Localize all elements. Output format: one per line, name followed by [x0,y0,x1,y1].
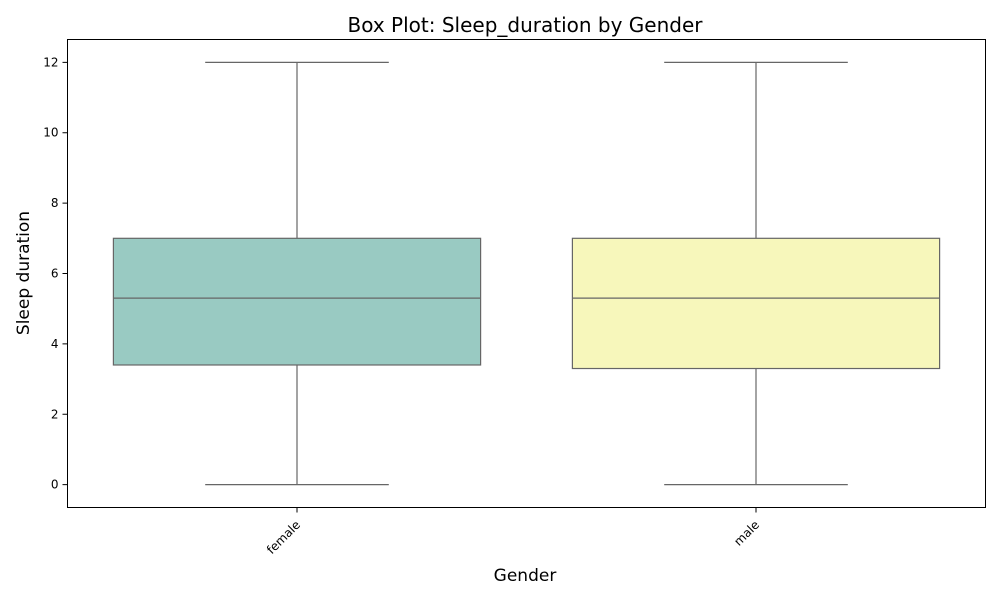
plot-area-frame [67,39,986,508]
box-series [112,61,941,486]
y-tick-label: 4 [51,337,59,351]
iqr-box [571,237,941,370]
y-tick-label: 6 [51,267,59,281]
y-tick-label: 0 [51,478,59,492]
y-tick-label: 10 [43,126,58,140]
y-tick-label: 12 [43,55,58,69]
y-axis: 0 2 4 6 8 10 12 [43,55,68,492]
x-tick-label: male [731,518,762,549]
x-axis: female male [264,507,762,557]
x-tick-label: female [264,518,303,557]
x-axis-label: Gender [494,566,557,586]
y-axis-label: Sleep duration [14,211,34,335]
chart-title: Box Plot: Sleep_duration by Gender [348,13,704,37]
y-tick-label: 8 [51,196,59,210]
box-female [112,61,482,486]
iqr-box [112,237,482,366]
box-male [571,61,941,486]
y-tick-label: 2 [51,407,59,421]
